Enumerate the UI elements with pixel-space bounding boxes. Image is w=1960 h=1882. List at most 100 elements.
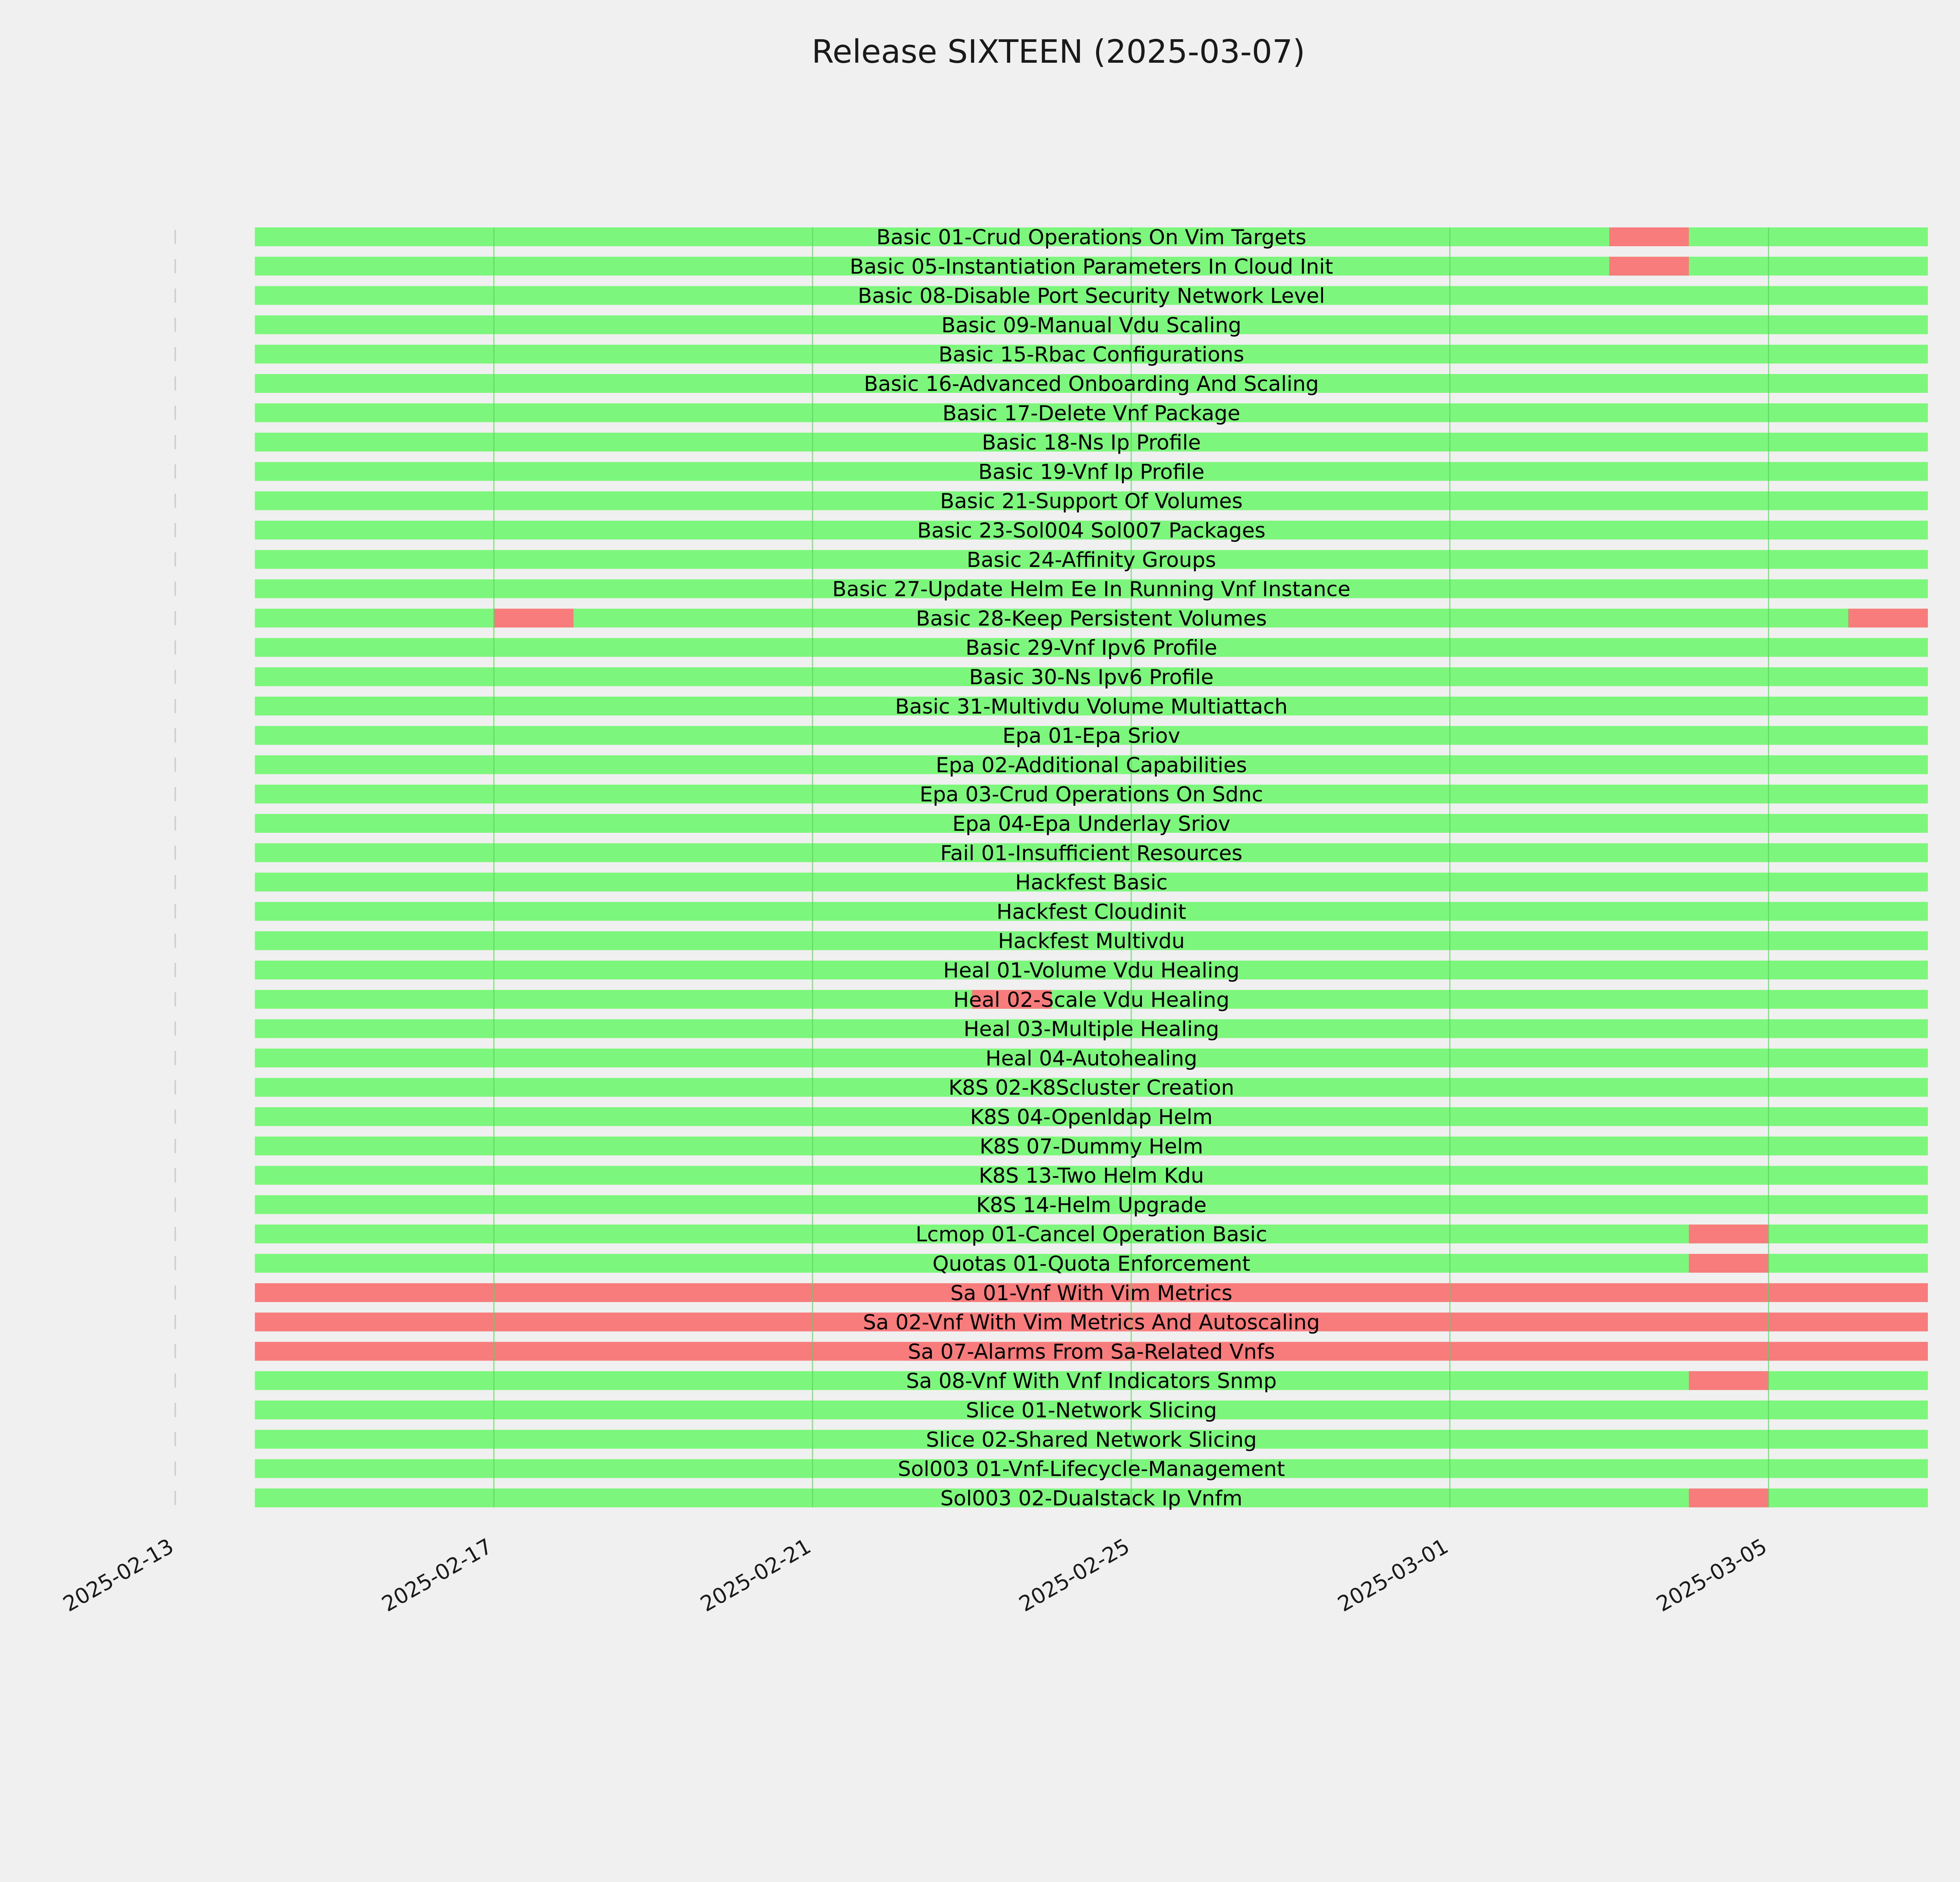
x-tick-label: 2025-03-01 [1334, 1534, 1452, 1617]
row-label: Basic 29-Vnf Ipv6 Profile [965, 636, 1217, 660]
row-label: Heal 04-Autohealing [985, 1046, 1197, 1070]
ticks-layer: 2025-02-13 2025-02-17 2025-02-21 2025-02-25… [59, 1534, 1771, 1617]
row-label: Hackfest Multivdu [998, 929, 1185, 953]
labels-layer: Basic 01-Crud Operations On Vim Targets B… [832, 225, 1350, 1510]
pass-bar [255, 961, 1928, 979]
fail-segment [1689, 1224, 1769, 1244]
pass-bar [255, 550, 1928, 569]
row-label: Basic 08-Disable Port Security Network L… [858, 284, 1325, 308]
row-label: Sol003 02-Dualstack Ip Vnfm [940, 1486, 1243, 1510]
row-label: Basic 15-Rbac Configurations [938, 343, 1244, 367]
fail-bar [255, 1283, 1928, 1302]
pass-bar [255, 667, 1928, 686]
row-label: Basic 30-Ns Ipv6 Profile [969, 665, 1214, 689]
row-label: Sa 08-Vnf With Vnf Indicators Snmp [906, 1369, 1277, 1393]
grid-layer [493, 227, 1769, 1508]
row-label: K8S 14-Helm Upgrade [976, 1193, 1207, 1217]
pass-bar [255, 1224, 1928, 1244]
row-label: Slice 01-Network Slicing [966, 1399, 1217, 1422]
pass-bar [255, 1107, 1928, 1126]
row-label: Basic 17-Delete Vnf Package [942, 401, 1240, 425]
chart-title: Release SIXTEEN (2025-03-07) [811, 33, 1305, 71]
row-label: Basic 16-Advanced Onboarding And Scaling [864, 372, 1319, 396]
pass-bar [255, 286, 1928, 305]
pass-bar [255, 403, 1928, 422]
row-label: K8S 02-K8Scluster Creation [949, 1076, 1234, 1100]
row-label: Heal 03-Multiple Healing [964, 1017, 1219, 1041]
row-label: Epa 02-Additional Capabilities [936, 753, 1247, 777]
row-label: Fail 01-Insufficient Resources [940, 841, 1243, 865]
pass-bar [255, 1254, 1928, 1273]
row-label: Basic 18-Ns Ip Profile [982, 431, 1201, 455]
pass-bar [255, 755, 1928, 774]
row-label: K8S 07-Dummy Helm [980, 1135, 1203, 1159]
fail-bar [255, 1312, 1928, 1332]
pass-bar [255, 1401, 1928, 1419]
fail-segment [1689, 1371, 1769, 1390]
fail-segment [1689, 1488, 1769, 1508]
pass-bar [255, 462, 1928, 481]
pass-bar [255, 1019, 1928, 1038]
pass-bar [255, 432, 1928, 452]
pass-bar [255, 814, 1928, 833]
fail-segment [494, 609, 574, 628]
row-label: Basic 23-Sol004 Sol007 Packages [917, 519, 1266, 543]
pass-bar [255, 1371, 1928, 1390]
pass-bar [255, 521, 1928, 540]
fail-segment [1609, 227, 1689, 246]
row-label: Basic 01-Crud Operations On Vim Targets [877, 225, 1307, 249]
pass-bar [255, 902, 1928, 921]
row-label: K8S 13-Two Helm Kdu [979, 1164, 1204, 1188]
row-label: Basic 09-Manual Vdu Scaling [941, 313, 1241, 337]
row-label: K8S 04-Openldap Helm [970, 1105, 1213, 1129]
row-label: Basic 19-Vnf Ip Profile [978, 460, 1205, 484]
pass-bar [255, 1078, 1928, 1097]
row-label: Epa 03-Crud Operations On Sdnc [920, 783, 1263, 807]
fail-segment [972, 990, 1052, 1009]
row-label: Basic 28-Keep Persistent Volumes [916, 607, 1267, 630]
pass-bar [255, 491, 1928, 510]
pass-bar [255, 1136, 1928, 1155]
pass-bar [255, 1488, 1928, 1508]
row-label: Basic 21-Support Of Volumes [940, 489, 1243, 513]
pass-bar [255, 638, 1928, 657]
pass-bar [255, 931, 1928, 950]
x-tick-label: 2025-02-13 [59, 1534, 178, 1617]
row-label: Lcmop 01-Cancel Operation Basic [916, 1223, 1267, 1246]
row-label: Basic 31-Multivdu Volume Multiattach [895, 695, 1288, 719]
x-tick-label: 2025-03-05 [1652, 1534, 1771, 1617]
x-tick-label: 2025-02-17 [377, 1534, 496, 1617]
pass-bar [255, 1166, 1928, 1185]
row-label: Basic 05-Instantiation Parameters In Clo… [850, 255, 1333, 279]
fail-segment [1609, 256, 1689, 276]
pass-bar [255, 345, 1928, 364]
row-label: Sa 02-Vnf With Vim Metrics And Autoscali… [863, 1311, 1320, 1335]
row-label: Hackfest Cloudinit [996, 900, 1186, 924]
fail-bar [255, 1342, 1928, 1361]
row-label: Epa 01-Epa Sriov [1002, 724, 1180, 748]
pass-bar [255, 990, 1928, 1009]
fail-segment [1689, 1254, 1769, 1273]
row-label: Heal 02-Scale Vdu Healing [953, 988, 1229, 1012]
pass-bar [255, 315, 1928, 334]
pass-bar [255, 579, 1928, 598]
row-label: Epa 04-Epa Underlay Sriov [952, 812, 1230, 836]
pass-bar [255, 843, 1928, 862]
row-label: Sol003 01-Vnf-Lifecycle-Management [898, 1457, 1285, 1481]
row-label: Quotas 01-Quota Enforcement [933, 1252, 1250, 1276]
row-label: Basic 27-Update Helm Ee In Running Vnf I… [832, 578, 1350, 601]
fail-segment [1848, 609, 1928, 628]
x-tick-label: 2025-02-21 [696, 1534, 815, 1617]
pass-bar [255, 1048, 1928, 1068]
row-label: Heal 01-Volume Vdu Healing [943, 959, 1240, 983]
pass-bar [255, 1459, 1928, 1478]
pass-bar [255, 872, 1928, 892]
row-label: Hackfest Basic [1015, 871, 1168, 895]
pass-bar [255, 696, 1928, 716]
pass-bar [255, 1195, 1928, 1214]
pass-bar [255, 785, 1928, 804]
row-label: Basic 24-Affinity Groups [967, 548, 1216, 572]
row-label: Slice 02-Shared Network Slicing [926, 1428, 1257, 1452]
row-label: Sa 07-Alarms From Sa-Related Vnfs [908, 1340, 1275, 1364]
